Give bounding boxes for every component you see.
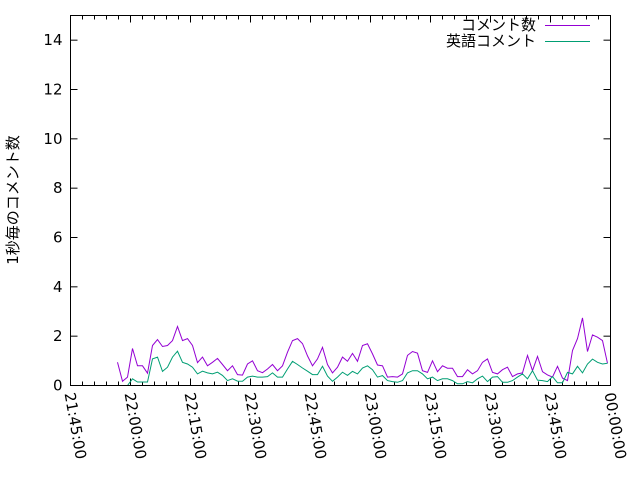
- series-line-0: [117, 317, 608, 383]
- plot-frame: [70, 15, 611, 386]
- y-tick-label: 8: [53, 179, 63, 197]
- y-tick-label: 6: [53, 229, 63, 247]
- x-tick-label: 23:30:00: [481, 391, 510, 460]
- x-tick-label: 23:15:00: [421, 391, 450, 460]
- x-tick-label: 23:00:00: [361, 391, 390, 460]
- y-tick-label: 2: [53, 327, 63, 345]
- legend-label: コメント数: [461, 16, 536, 34]
- legend-label: 英語コメント: [446, 32, 536, 50]
- y-tick-label: 10: [43, 130, 62, 148]
- x-tick-label: 23:45:00: [541, 391, 570, 460]
- y-axis-label: 1秒毎のコメント数: [4, 135, 22, 265]
- y-tick-label: 0: [53, 377, 63, 395]
- y-tick-label: 12: [43, 81, 62, 99]
- x-tick-label: 22:30:00: [241, 391, 270, 460]
- x-tick-label: 22:15:00: [181, 391, 210, 460]
- x-tick-label: 00:00:00: [601, 391, 630, 460]
- x-tick-label: 22:00:00: [121, 391, 150, 460]
- y-tick-label: 14: [43, 31, 62, 49]
- x-tick-label: 22:45:00: [301, 391, 330, 460]
- series-line-1: [117, 350, 608, 386]
- y-tick-label: 4: [53, 278, 63, 296]
- x-tick-label: 21:45:00: [61, 391, 90, 460]
